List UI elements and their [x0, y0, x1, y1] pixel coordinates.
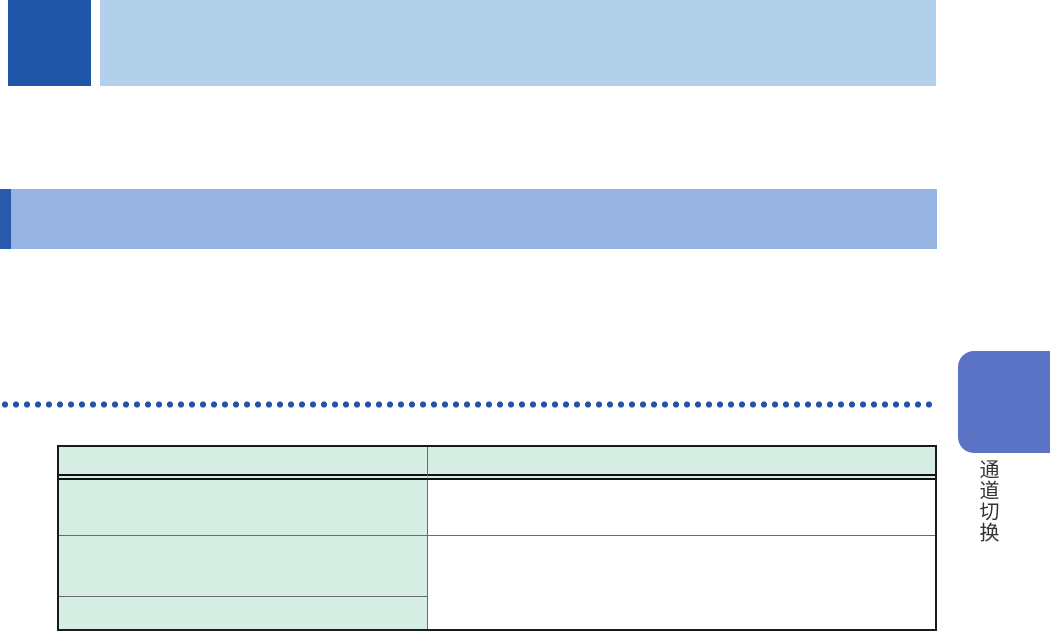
chapter-number-block [8, 0, 91, 86]
side-index-tab-label: 通道切换 [976, 459, 1000, 543]
section-heading-fill [11, 189, 937, 249]
table-row-label [59, 480, 428, 536]
table-row-value-merged [428, 536, 935, 629]
table-row-label [59, 597, 428, 629]
table-row-label [59, 536, 428, 597]
side-index-tab [958, 351, 1050, 453]
chapter-title-bar [100, 0, 936, 86]
table-row-value [428, 480, 935, 536]
spec-table [57, 445, 937, 631]
dotted-divider [2, 401, 935, 408]
section-heading-bar [0, 189, 937, 249]
table-header-cell-right [428, 447, 935, 480]
section-accent-stripe [0, 189, 11, 249]
table-header-cell-left [59, 447, 428, 480]
